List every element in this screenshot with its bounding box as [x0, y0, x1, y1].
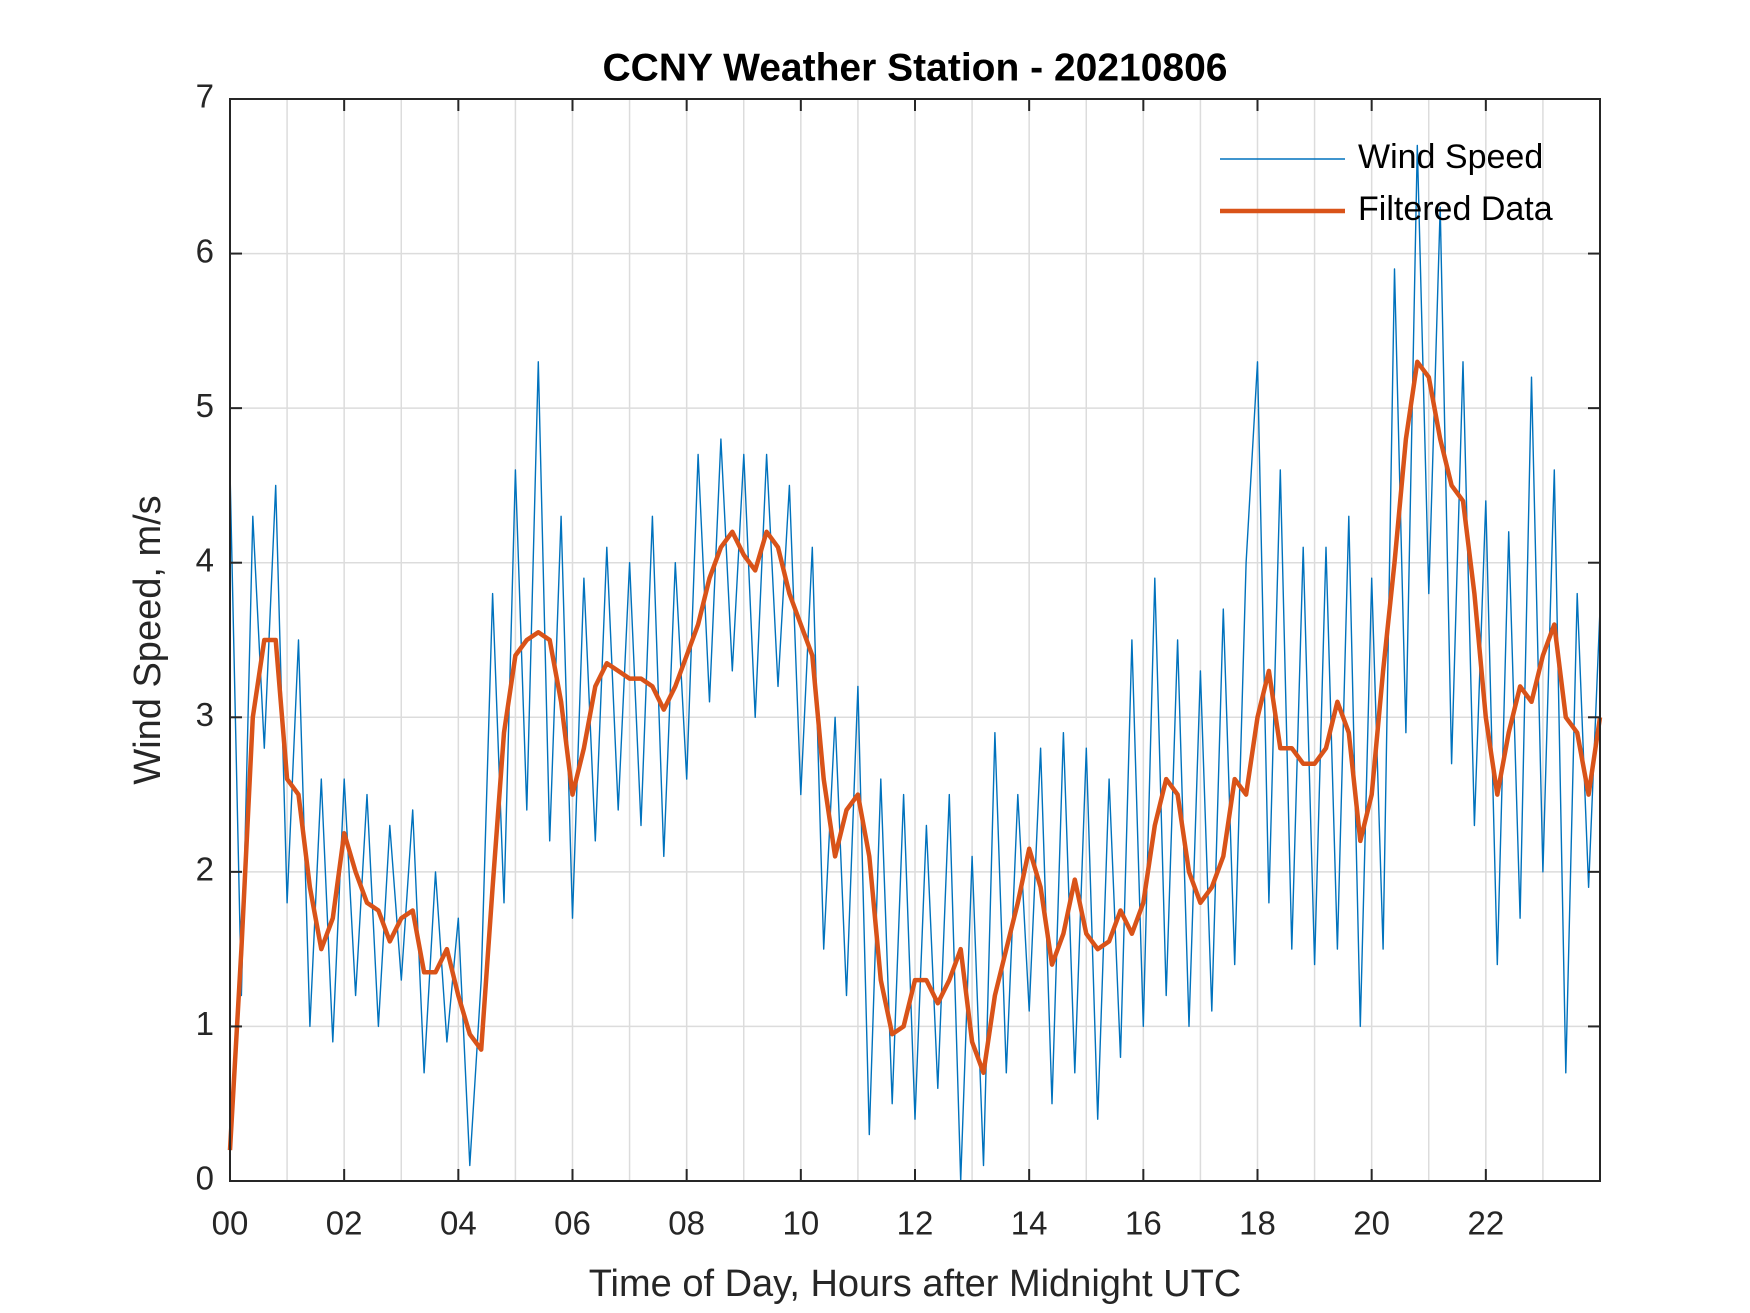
y-tick-label: 5 — [196, 387, 214, 424]
legend: Wind Speed Filtered Data — [1220, 138, 1553, 228]
x-tick-label: 16 — [1125, 1205, 1162, 1242]
x-tick-label: 02 — [326, 1205, 363, 1242]
x-tick-label: 12 — [897, 1205, 934, 1242]
y-tick-label: 7 — [196, 78, 214, 115]
y-axis-label: Wind Speed, m/s — [127, 495, 169, 784]
x-tick-label: 18 — [1239, 1205, 1276, 1242]
x-tick-label: 04 — [440, 1205, 477, 1242]
chart-title: CCNY Weather Station - 20210806 — [603, 46, 1228, 89]
y-tick-label: 0 — [196, 1160, 214, 1197]
x-tick-label: 14 — [1011, 1205, 1048, 1242]
x-tick-label: 06 — [554, 1205, 591, 1242]
x-tick-label: 08 — [668, 1205, 705, 1242]
x-tick-label: 10 — [782, 1205, 819, 1242]
data-line — [229, 144, 1601, 1182]
legend-label: Filtered Data — [1358, 190, 1553, 228]
x-tick-label: 22 — [1467, 1205, 1504, 1242]
data-line — [227, 359, 1603, 1151]
x-tick-label: 00 — [212, 1205, 249, 1242]
x-axis-label: Time of Day, Hours after Midnight UTC — [589, 1263, 1242, 1305]
y-tick-label: 4 — [196, 541, 214, 578]
legend-label: Wind Speed — [1358, 138, 1543, 176]
y-tick-label: 1 — [196, 1005, 214, 1042]
y-tick-label: 2 — [196, 851, 214, 888]
y-tick-label: 6 — [196, 232, 214, 269]
x-tick-label: 20 — [1353, 1205, 1390, 1242]
y-tick-label: 3 — [196, 696, 214, 733]
